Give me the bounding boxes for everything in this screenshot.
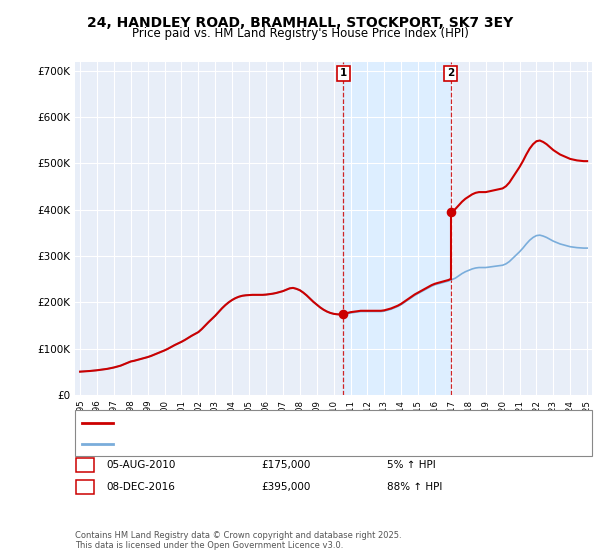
Text: 5% ↑ HPI: 5% ↑ HPI xyxy=(387,460,436,470)
Text: 24, HANDLEY ROAD, BRAMHALL, STOCKPORT, SK7 3EY (semi-detached house): 24, HANDLEY ROAD, BRAMHALL, STOCKPORT, S… xyxy=(118,418,470,427)
Text: £395,000: £395,000 xyxy=(261,482,310,492)
Bar xyxy=(343,62,451,395)
Text: 08-DEC-2016: 08-DEC-2016 xyxy=(106,482,175,492)
Text: 1: 1 xyxy=(82,460,89,470)
Text: 88% ↑ HPI: 88% ↑ HPI xyxy=(387,482,442,492)
Point xyxy=(338,309,348,318)
Point xyxy=(446,208,455,217)
Text: 1: 1 xyxy=(340,68,347,78)
Text: 2: 2 xyxy=(82,482,89,492)
Text: £175,000: £175,000 xyxy=(261,460,310,470)
Text: 05-AUG-2010: 05-AUG-2010 xyxy=(106,460,176,470)
Text: Price paid vs. HM Land Registry's House Price Index (HPI): Price paid vs. HM Land Registry's House … xyxy=(131,27,469,40)
Text: Contains HM Land Registry data © Crown copyright and database right 2025.
This d: Contains HM Land Registry data © Crown c… xyxy=(75,530,401,550)
Text: HPI: Average price, semi-detached house, Stockport: HPI: Average price, semi-detached house,… xyxy=(118,440,354,449)
Text: 2: 2 xyxy=(447,68,454,78)
Text: 24, HANDLEY ROAD, BRAMHALL, STOCKPORT, SK7 3EY: 24, HANDLEY ROAD, BRAMHALL, STOCKPORT, S… xyxy=(87,16,513,30)
